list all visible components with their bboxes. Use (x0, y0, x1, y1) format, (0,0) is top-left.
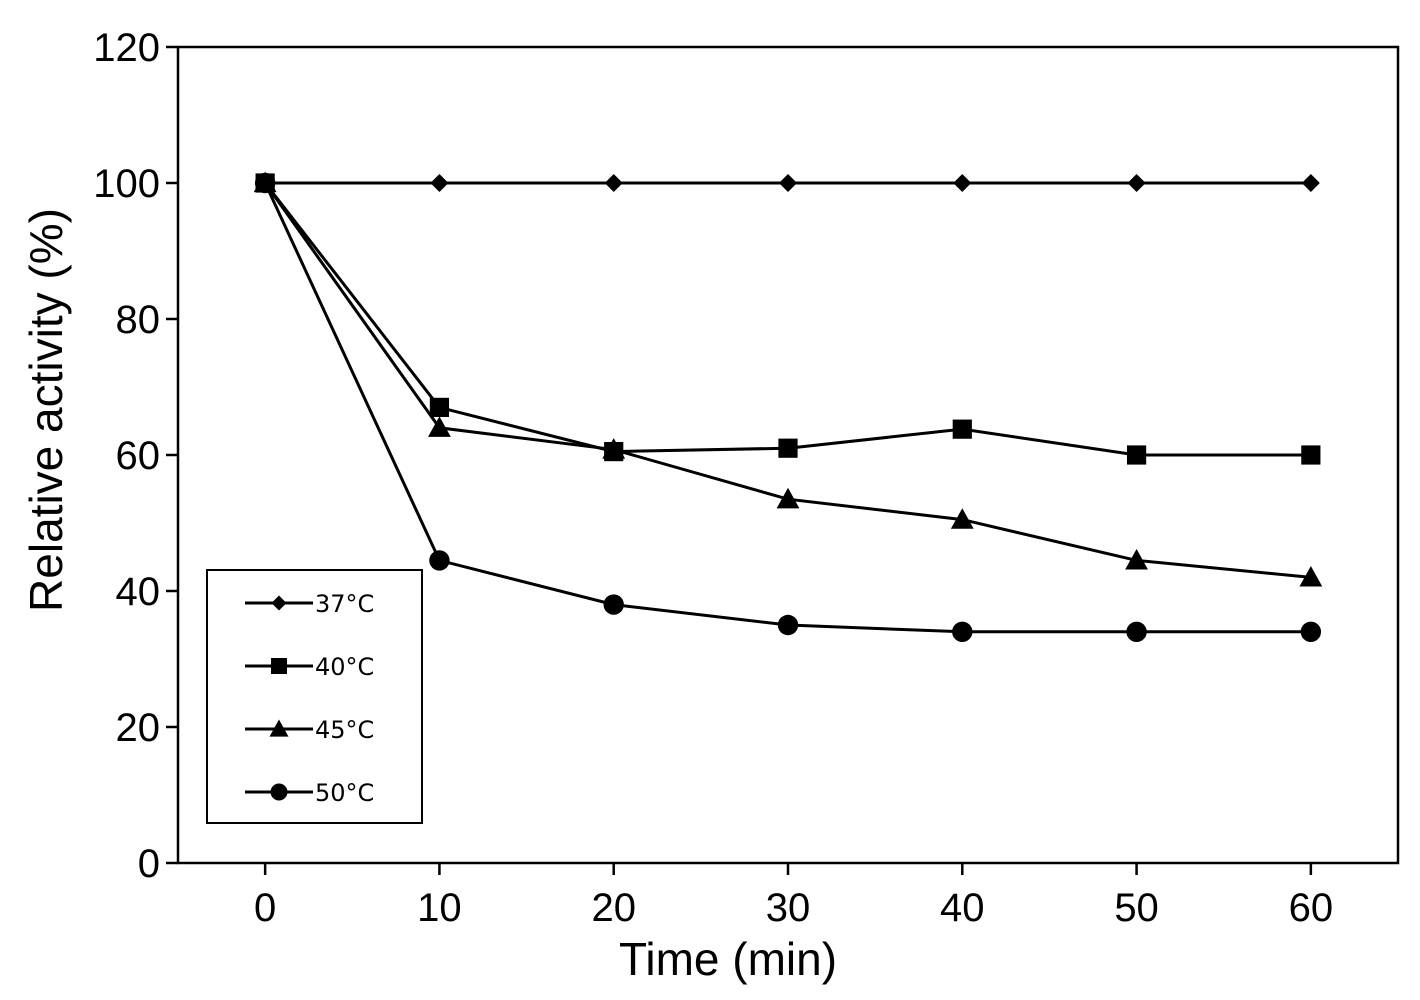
data-point (602, 438, 626, 459)
x-tick-label: 20 (591, 886, 636, 930)
data-point (1126, 445, 1147, 465)
data-point (254, 172, 276, 194)
data-point (778, 438, 798, 458)
legend-marker (271, 658, 287, 674)
x-axis: 0 10 20 30 40 50 60 (254, 863, 1333, 930)
data-point (428, 416, 451, 437)
x-tick-label: 10 (417, 886, 462, 930)
y-axis-title: Relative activity (%) (20, 208, 72, 612)
data-point (950, 508, 974, 529)
legend-marker (270, 783, 288, 801)
data-point (1301, 445, 1321, 465)
data-point (1301, 174, 1320, 192)
data-point (603, 594, 624, 615)
legend-marker (269, 719, 289, 737)
data-point (952, 419, 972, 439)
legend-marker (271, 595, 287, 611)
legend-label: 45°C (315, 716, 374, 744)
x-axis-title: Time (min) (619, 933, 837, 985)
legend: 37°C 40°C 45°C 50°C (206, 569, 423, 824)
data-point (1125, 549, 1148, 570)
x-tick-label: 50 (1114, 886, 1159, 930)
y-tick-label: 0 (138, 842, 160, 886)
x-tick-label: 40 (940, 886, 985, 930)
y-tick-label: 40 (116, 570, 161, 614)
data-point (1300, 621, 1322, 642)
y-axis: 0 20 40 60 80 100 120 (93, 26, 178, 886)
y-tick-label: 20 (116, 706, 161, 750)
series-diamond (256, 174, 1320, 192)
data-point (430, 174, 449, 192)
data-point (429, 397, 450, 417)
legend-label: 37°C (315, 590, 374, 618)
data-point (1299, 566, 1323, 587)
data-point (779, 174, 797, 192)
y-tick-label: 80 (116, 298, 161, 342)
y-tick-label: 100 (93, 162, 160, 206)
x-tick-label: 0 (254, 886, 276, 930)
x-tick-label: 60 (1289, 886, 1334, 930)
data-point (777, 614, 799, 636)
series-layer (253, 171, 1323, 642)
series-line (263, 182, 1311, 634)
data-point (604, 174, 623, 192)
data-point (952, 621, 973, 642)
series-line (263, 182, 1312, 579)
legend-label: 40°C (315, 653, 374, 681)
series-triangle (253, 171, 1323, 587)
series-line (263, 182, 1311, 457)
x-tick-label: 30 (766, 886, 811, 930)
y-tick-label: 120 (93, 26, 160, 70)
data-point (953, 174, 972, 192)
data-point (1126, 621, 1147, 642)
data-point (1127, 174, 1146, 192)
data-point (776, 487, 800, 509)
legend-label: 50°C (315, 779, 374, 807)
legend-box (206, 569, 423, 824)
data-point (429, 550, 450, 571)
series-circle (254, 172, 1322, 642)
series-square (255, 173, 1321, 465)
y-tick-label: 60 (116, 434, 161, 478)
